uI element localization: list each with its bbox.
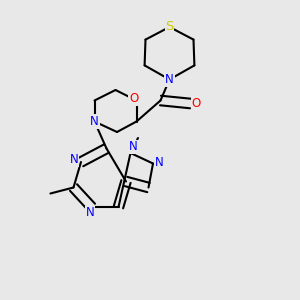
- Text: S: S: [165, 20, 174, 34]
- Text: N: N: [90, 115, 99, 128]
- Text: N: N: [155, 155, 164, 169]
- Text: O: O: [129, 92, 138, 106]
- Text: O: O: [191, 97, 200, 110]
- Text: N: N: [165, 73, 174, 86]
- Text: N: N: [70, 153, 79, 166]
- Text: N: N: [85, 206, 94, 220]
- Text: N: N: [129, 140, 138, 154]
